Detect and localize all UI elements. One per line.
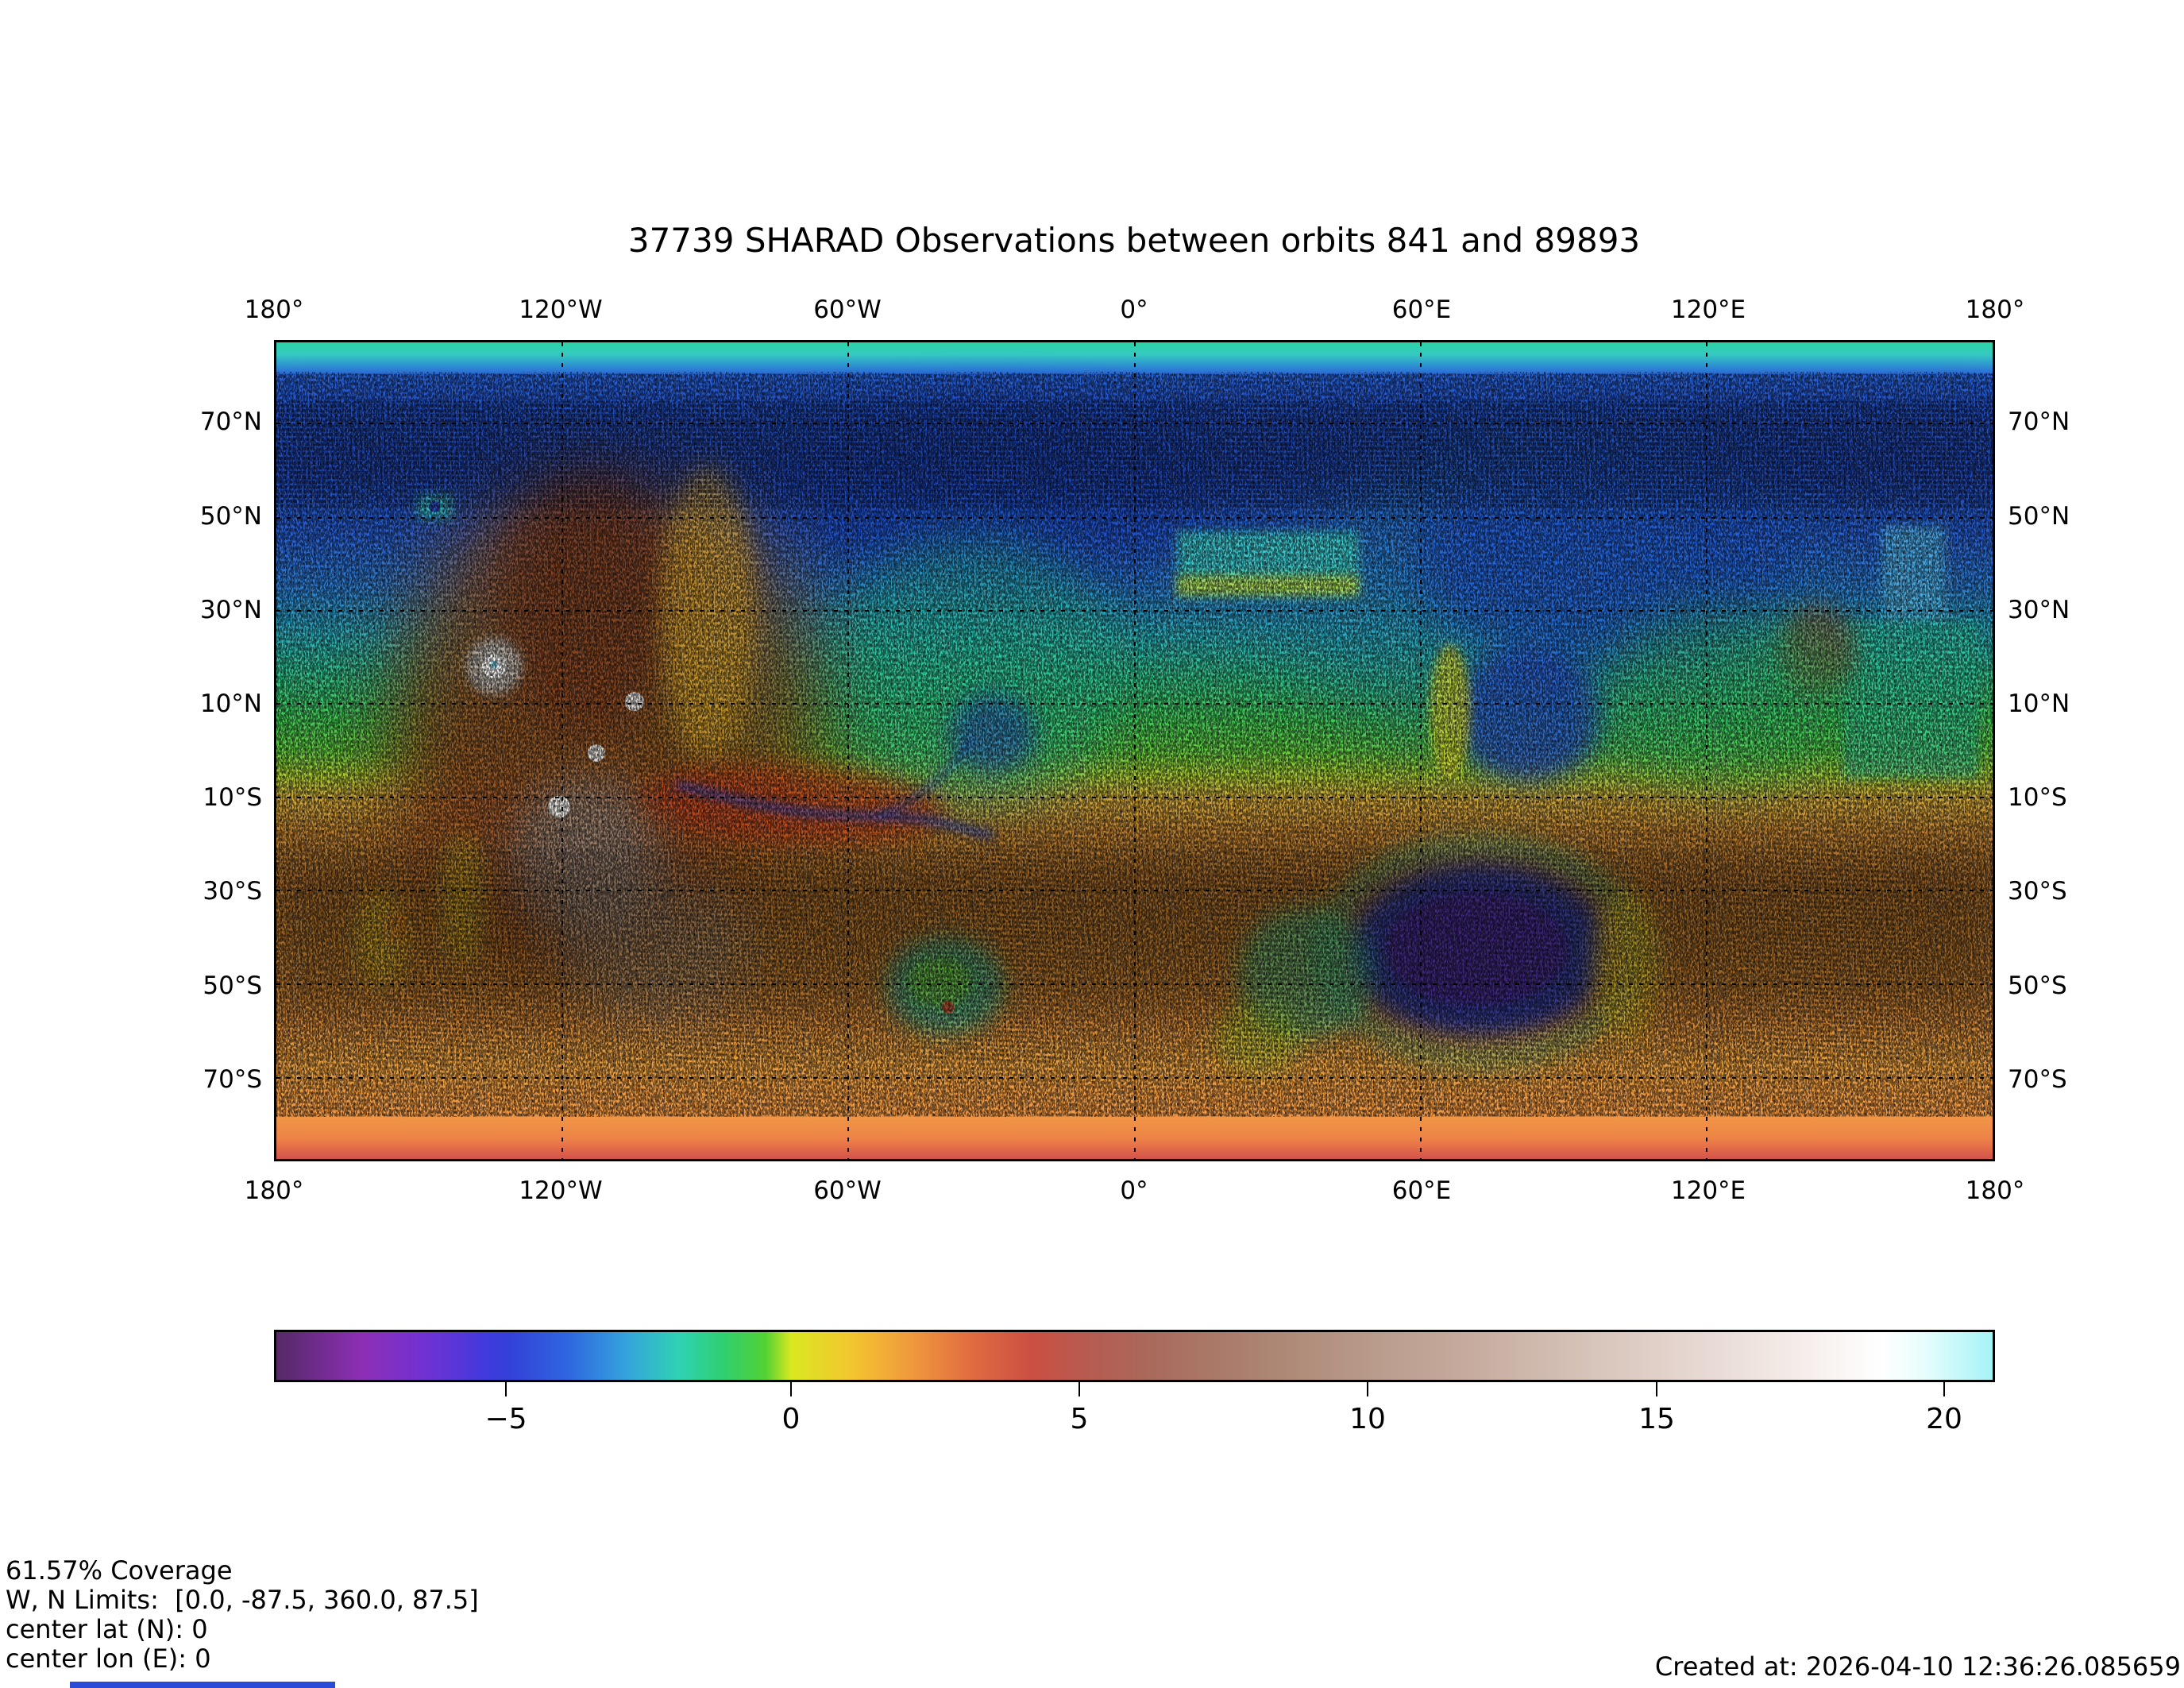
coverage-text: 61.57% Coverage (6, 1555, 233, 1586)
right-axis-tick: 50°S (2008, 971, 2067, 1000)
right-axis-tick: 70°S (2008, 1065, 2067, 1094)
colorbar-tick-label: 0 (781, 1403, 801, 1435)
bottom-axis-tick: 60°W (813, 1176, 882, 1205)
meridian-gridline (1705, 342, 1707, 1159)
elevation-colorbar (274, 1330, 1995, 1382)
colorbar-tick-label: −5 (484, 1403, 527, 1435)
bottom-axis-tick: 180° (1965, 1176, 2025, 1205)
colorbar-tick-label: 5 (1070, 1403, 1089, 1435)
parallel-gridline (276, 423, 1993, 425)
colorbar-tick (1367, 1382, 1368, 1396)
right-axis-tick: 30°S (2008, 877, 2067, 906)
bottom-axis-tick: 120°W (519, 1176, 603, 1205)
left-axis-tick: 50°N (199, 502, 262, 531)
colorbar-tick-label: 15 (1638, 1403, 1675, 1435)
meridian-gridline (847, 342, 850, 1159)
right-axis-tick: 70°N (2008, 408, 2070, 436)
bottom-blue-bar (70, 1682, 335, 1688)
parallel-gridline (276, 516, 1993, 519)
colorbar-tick-label: 20 (1926, 1403, 1962, 1435)
center-lat-text: center lat (N): 0 (6, 1614, 208, 1644)
top-axis-tick: 180° (1965, 295, 2025, 324)
bottom-axis-tick: 120°E (1670, 1176, 1746, 1205)
created-at-text: Created at: 2026-04-10 12:36:26.085659 (1654, 1651, 2181, 1682)
colorbar-tick (1943, 1382, 1945, 1396)
mars-topography-map (274, 340, 1995, 1161)
parallel-gridline (276, 703, 1993, 705)
right-axis-tick: 50°N (2008, 502, 2070, 531)
bottom-axis-tick: 60°E (1391, 1176, 1452, 1205)
parallel-gridline (276, 796, 1993, 798)
parallel-gridline (276, 1076, 1993, 1079)
meridian-gridline (1133, 342, 1136, 1159)
parallel-gridline (276, 983, 1993, 986)
top-axis-tick: 180° (244, 295, 304, 324)
meridian-gridline (1419, 342, 1422, 1159)
bottom-axis-tick: 180° (244, 1176, 304, 1205)
left-axis-tick: 10°S (203, 783, 262, 812)
right-axis-tick: 30°N (2008, 596, 2070, 624)
left-axis-tick: 30°S (203, 877, 262, 906)
top-axis-tick: 120°W (519, 295, 603, 324)
left-axis-tick: 70°N (199, 408, 262, 436)
colorbar-tick (1078, 1382, 1080, 1396)
left-axis-tick: 50°S (203, 971, 262, 1000)
bottom-axis-tick: 0° (1120, 1176, 1148, 1205)
limits-text: W, N Limits: [0.0, -87.5, 360.0, 87.5] (6, 1585, 479, 1615)
left-axis-tick: 70°S (203, 1065, 262, 1094)
colorbar-tick (790, 1382, 792, 1396)
top-axis-tick: 120°E (1670, 295, 1746, 324)
left-axis-tick: 10°N (199, 689, 262, 718)
left-axis-tick: 30°N (199, 596, 262, 624)
top-axis-tick: 60°W (813, 295, 882, 324)
plot-title: 37739 SHARAD Observations between orbits… (627, 221, 1641, 260)
colorbar-tick-label: 10 (1349, 1403, 1386, 1435)
colorbar-tick (505, 1382, 507, 1396)
top-axis-tick: 60°E (1391, 295, 1452, 324)
right-axis-tick: 10°N (2008, 689, 2070, 718)
right-axis-tick: 10°S (2008, 783, 2067, 812)
colorbar-tick (1656, 1382, 1657, 1396)
top-axis-tick: 0° (1120, 295, 1148, 324)
parallel-gridline (276, 889, 1993, 891)
footer-stats: 61.57% Coverage W, N Limits: [0.0, -87.5… (6, 1556, 479, 1674)
center-lon-text: center lon (E): 0 (6, 1644, 211, 1674)
meridian-gridline (561, 342, 564, 1159)
parallel-gridline (276, 610, 1993, 612)
